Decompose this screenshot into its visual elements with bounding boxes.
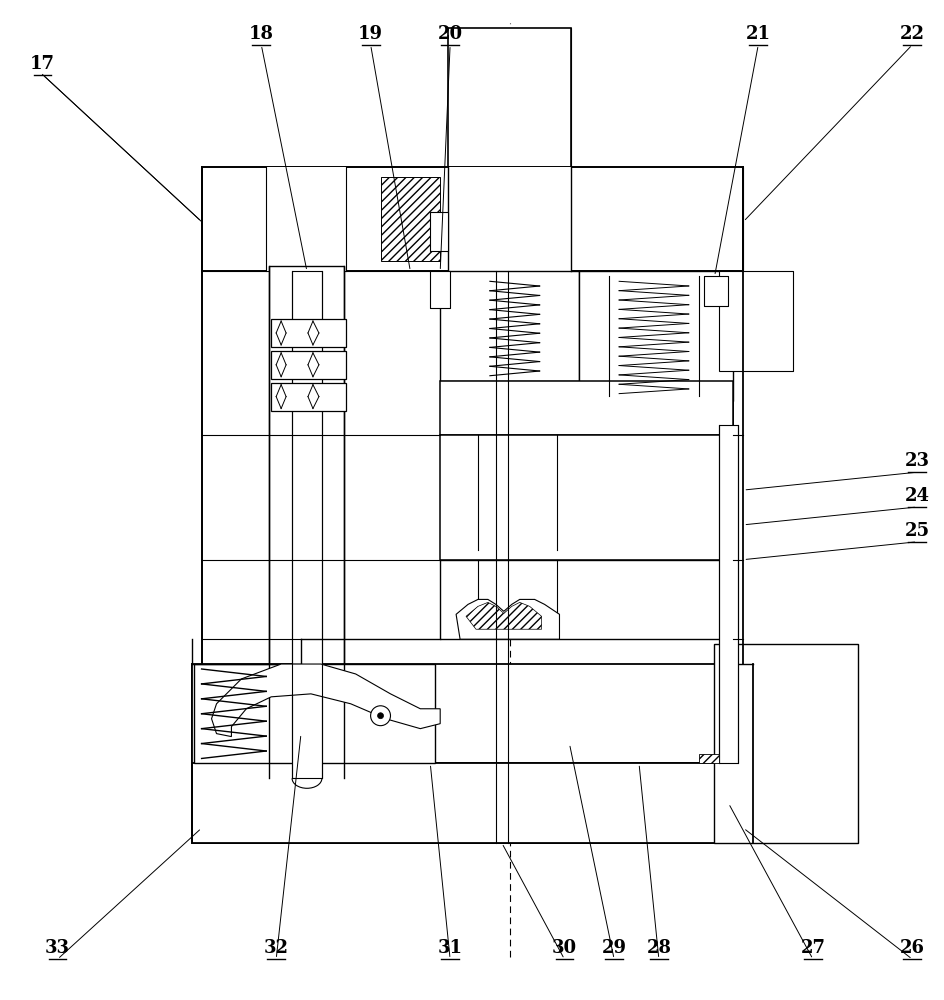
- Bar: [713, 644, 857, 843]
- Text: 33: 33: [45, 939, 70, 957]
- Bar: [579, 271, 733, 401]
- Polygon shape: [465, 602, 541, 629]
- Bar: [380, 177, 440, 261]
- Bar: [713, 644, 857, 843]
- Bar: [571, 167, 743, 271]
- Text: 28: 28: [646, 939, 670, 957]
- Bar: [201, 167, 447, 271]
- Bar: [539, 271, 579, 381]
- Bar: [698, 754, 717, 763]
- Text: 32: 32: [263, 939, 288, 957]
- Bar: [440, 381, 733, 435]
- Bar: [440, 560, 733, 639]
- Bar: [430, 212, 447, 251]
- Bar: [440, 435, 733, 560]
- Text: 29: 29: [601, 939, 626, 957]
- Polygon shape: [456, 599, 559, 639]
- Bar: [478, 450, 557, 550]
- Bar: [266, 167, 346, 271]
- Bar: [717, 271, 792, 371]
- Text: 27: 27: [800, 939, 825, 957]
- Bar: [292, 271, 322, 778]
- Text: 24: 24: [904, 487, 929, 505]
- Text: 17: 17: [30, 55, 55, 73]
- Text: 19: 19: [358, 25, 382, 43]
- Bar: [201, 167, 743, 271]
- Text: 25: 25: [903, 522, 929, 540]
- Bar: [440, 560, 733, 639]
- Bar: [717, 271, 792, 371]
- Bar: [192, 664, 752, 763]
- Bar: [201, 167, 743, 271]
- Bar: [192, 664, 752, 763]
- Bar: [440, 381, 733, 435]
- Bar: [192, 664, 301, 763]
- Bar: [678, 664, 752, 763]
- Text: 22: 22: [899, 25, 924, 43]
- Bar: [194, 664, 303, 763]
- Bar: [192, 664, 301, 763]
- Bar: [192, 763, 752, 843]
- Bar: [440, 271, 579, 381]
- Polygon shape: [211, 664, 440, 737]
- Bar: [447, 28, 571, 172]
- Bar: [478, 565, 557, 634]
- Text: 18: 18: [248, 25, 274, 43]
- Bar: [271, 319, 346, 347]
- Bar: [301, 664, 435, 763]
- Bar: [579, 271, 733, 401]
- Text: 31: 31: [437, 939, 463, 957]
- Bar: [269, 266, 344, 778]
- Bar: [430, 271, 449, 308]
- Bar: [430, 271, 449, 308]
- Bar: [703, 276, 728, 306]
- Text: 26: 26: [899, 939, 924, 957]
- Bar: [447, 167, 571, 271]
- Bar: [271, 351, 346, 379]
- Bar: [194, 664, 303, 763]
- Bar: [440, 435, 733, 560]
- Text: 23: 23: [904, 452, 929, 470]
- Bar: [192, 763, 752, 843]
- Text: 21: 21: [745, 25, 770, 43]
- Bar: [717, 425, 737, 763]
- Bar: [271, 383, 346, 411]
- Bar: [440, 271, 489, 381]
- Text: 20: 20: [437, 25, 463, 43]
- Text: 30: 30: [551, 939, 577, 957]
- Bar: [703, 276, 728, 306]
- Bar: [447, 28, 571, 172]
- Bar: [430, 212, 447, 251]
- Bar: [609, 276, 698, 396]
- Circle shape: [378, 713, 383, 719]
- Circle shape: [370, 706, 390, 726]
